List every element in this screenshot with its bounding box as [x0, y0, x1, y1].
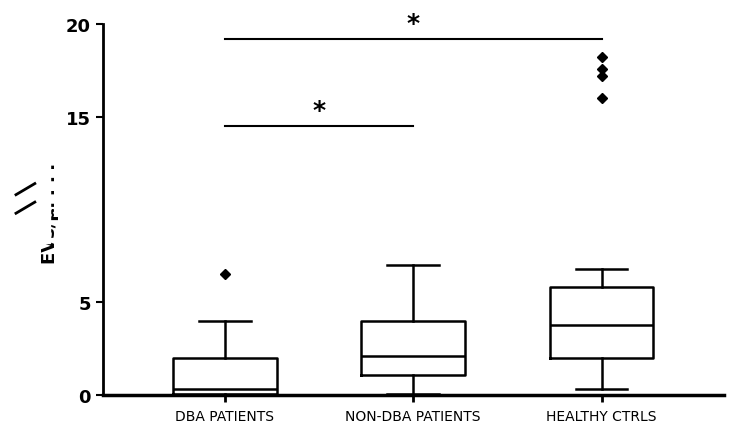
Bar — [3, 151, 50, 243]
Text: *: * — [406, 12, 420, 36]
Y-axis label: EVs/µl PFP: EVs/µl PFP — [41, 156, 59, 264]
Text: *: * — [312, 99, 326, 123]
